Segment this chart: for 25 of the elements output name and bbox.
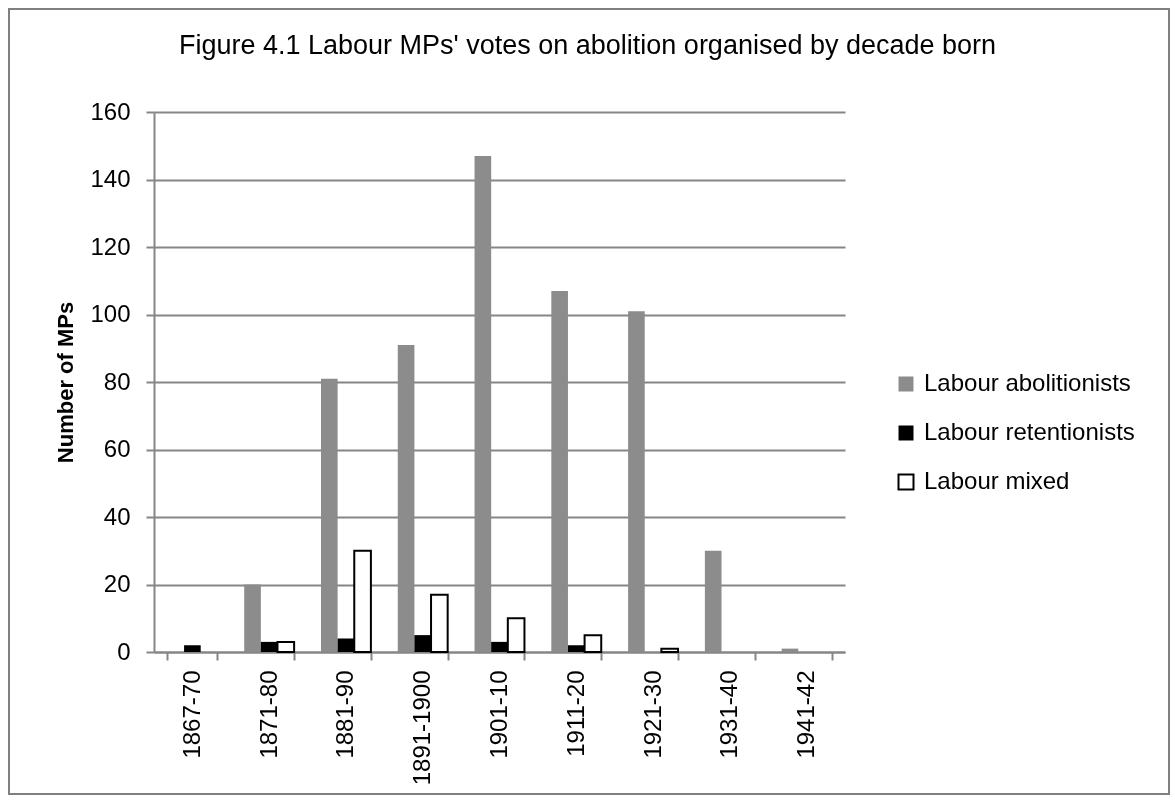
y-tick-label: 60 <box>103 435 131 462</box>
y-tick-label: 160 <box>90 97 131 125</box>
legend-label: Labour mixed <box>924 467 1070 494</box>
y-tick-label: 0 <box>117 637 131 665</box>
chart-title: Figure 4.1 Labour MPs' votes on abolition organised by decade born <box>178 30 997 60</box>
legend-label: Labour retentionists <box>924 418 1135 445</box>
y-tick-label: 20 <box>103 570 131 597</box>
bar <box>184 645 201 652</box>
y-axis-title: Number of MPs <box>53 301 79 464</box>
x-tick-label: 1867-70 <box>177 670 205 759</box>
legend-label: Labour abolitionists <box>924 369 1131 396</box>
x-tick-label: 1891-1900 <box>408 670 436 786</box>
y-tick-label: 40 <box>103 502 131 530</box>
y-tick-label: 120 <box>90 232 131 260</box>
y-tick-label: 80 <box>103 367 131 395</box>
y-tick-label: 140 <box>90 165 131 192</box>
x-tick-label: 1931-40 <box>715 670 743 759</box>
x-tick-label: 1871-80 <box>254 670 282 759</box>
x-tick-label: 1901-10 <box>485 670 512 759</box>
x-tick-label: 1921-30 <box>638 670 666 759</box>
x-tick-label: 1911-20 <box>561 670 589 757</box>
bar <box>660 647 680 653</box>
x-tick-label: 1881-90 <box>331 670 359 759</box>
y-tick-label: 100 <box>90 300 131 327</box>
x-tick-label: 1941-42 <box>792 670 820 759</box>
